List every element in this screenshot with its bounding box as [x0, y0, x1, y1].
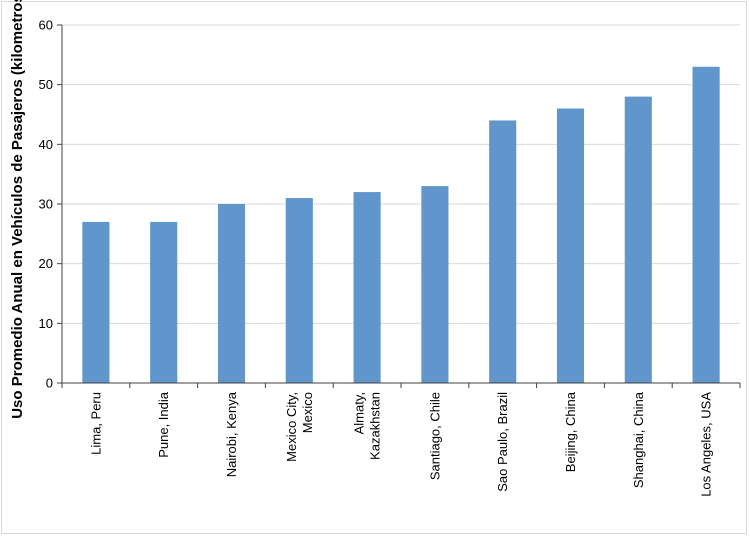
x-tick-label: Shanghai, China: [631, 391, 646, 488]
y-tick-label: 10: [39, 316, 53, 331]
x-tick-label: Sao Paulo, Brazil: [495, 392, 510, 492]
bar: [489, 120, 517, 383]
bar: [421, 186, 449, 383]
x-tick-labels: Lima, Peru Pune, India Nairobi, Kenya Mexic…: [88, 391, 713, 497]
bar: [353, 192, 381, 383]
axes: [57, 24, 741, 388]
bar: [150, 221, 178, 383]
bar: [624, 96, 652, 383]
bar: [82, 221, 110, 383]
bars: [82, 66, 720, 384]
bar: [692, 66, 720, 384]
x-tick-label: Lima, Peru: [88, 392, 103, 455]
x-tick-label: Almaty,Kazakhstan: [352, 392, 383, 460]
x-tick-label: Beijing, China: [563, 391, 578, 472]
y-tick-label: 30: [39, 197, 53, 212]
x-tick-label: Santiago, Chile: [427, 392, 442, 480]
y-tick-labels: 0 10 20 30 40 50 60: [39, 18, 53, 391]
x-tick-label: Nairobi, Kenya: [224, 391, 239, 477]
y-tick-label: 50: [39, 77, 53, 92]
y-tick-label: 0: [46, 376, 53, 391]
x-tick-label: Pune, India: [156, 391, 171, 458]
y-tick-label: 60: [39, 18, 53, 33]
x-tick-label: Mexico City,Mexico: [284, 392, 315, 462]
x-tick-label: Los Angeles, USA: [699, 392, 714, 497]
bar: [556, 108, 585, 384]
y-tick-label: 40: [39, 137, 53, 152]
y-tick-label: 20: [39, 256, 53, 271]
y-axis-label: Uso Promedio Anual en Vehículos de Pasaj…: [9, 0, 26, 419]
bar: [285, 198, 313, 383]
bar: [217, 204, 246, 383]
